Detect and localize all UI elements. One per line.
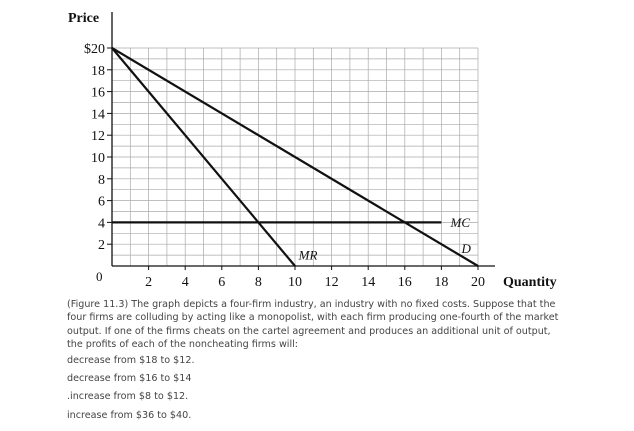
grid — [112, 47, 479, 266]
x-tick-label: 10 — [288, 275, 302, 290]
y-tick-label: 16 — [91, 86, 105, 101]
question-text: (Figure 11.3) The graph depicts a four-f… — [67, 299, 559, 350]
y-tick-label: $20 — [84, 42, 105, 57]
origin-label: 0 — [96, 269, 103, 284]
y-tick-label: 4 — [98, 216, 105, 231]
y-tick-label: 12 — [91, 129, 105, 144]
answer-option[interactable]: increase from $36 to $40. — [67, 410, 192, 421]
x-tick-label: 20 — [471, 275, 485, 290]
x-tick-label: 16 — [398, 275, 412, 290]
x-axis-label: Quantity — [503, 275, 557, 290]
x-tick-label: 6 — [218, 275, 225, 290]
curve-label-d: D — [461, 241, 472, 256]
curve-label-mr: MR — [298, 247, 318, 262]
curve-mr — [111, 47, 296, 267]
x-tick-label: 8 — [255, 275, 262, 290]
x-tick-label: 2 — [145, 275, 152, 290]
axes — [107, 12, 495, 270]
y-tick-label: 8 — [98, 173, 105, 188]
x-tick-label: 12 — [325, 275, 339, 290]
labels: 2 4 6 8 10 12 14 16 18 20 $20 18 16 14 12 10 8 6 4 2 D MR MC — [84, 42, 485, 290]
y-tick-label: 14 — [91, 107, 105, 122]
answer-option[interactable]: decrease from $16 to $14 — [67, 373, 192, 384]
y-tick-label: 2 — [98, 238, 105, 253]
answer-option[interactable]: decrease from $18 to $12. — [67, 355, 195, 366]
x-tick-label: 4 — [182, 275, 189, 290]
curve-d — [111, 47, 479, 267]
series — [111, 47, 479, 267]
chart: 2 4 6 8 10 12 14 16 18 20 $20 18 16 14 12 10 8 6 4 2 D MR MC P… — [68, 11, 557, 290]
y-tick-label: 10 — [91, 151, 105, 166]
y-tick-label: 6 — [98, 195, 105, 210]
answer-option[interactable]: .increase from $8 to $12. — [67, 391, 189, 402]
y-axis-label: Price — [68, 11, 99, 26]
y-tick-label: 18 — [91, 64, 105, 79]
x-tick-label: 18 — [434, 275, 448, 290]
curve-label-mc: MC — [450, 215, 471, 230]
x-tick-label: 14 — [361, 275, 375, 290]
